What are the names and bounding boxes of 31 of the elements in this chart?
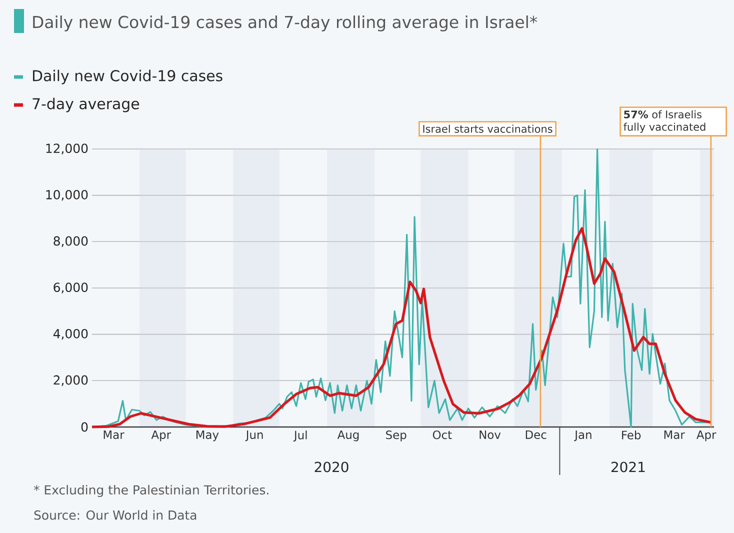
x-tick-label: Apr	[696, 430, 716, 442]
line-series	[90, 227, 712, 428]
y-tick-label: 4,000	[53, 328, 88, 340]
x-tick-label: Mar	[104, 430, 124, 440]
x-tick-label: Jun	[245, 430, 263, 442]
ref-line-label: 57% of Israelis fully vaccinated	[624, 110, 706, 133]
x-tick-label: Aug	[337, 430, 359, 442]
y-tick-label: 2,000	[54, 375, 88, 386]
x-tick-label: Mar	[664, 430, 685, 440]
text: 2021	[611, 462, 645, 472]
y-tick-label: 10,000	[46, 190, 88, 201]
legend-label: Daily new Covid-19 cases	[32, 70, 222, 84]
y-tick-label: 6,000	[54, 282, 88, 294]
x-tick-label: May	[196, 430, 219, 442]
chart-title: Daily new Covid-19 cases and 7-day rolling average in Israel*	[33, 16, 538, 32]
y-tick-label: 12,000	[46, 144, 88, 154]
text: 2020	[314, 462, 348, 472]
x-tick-label: Feb	[622, 430, 641, 440]
legend-label: 7-day average	[32, 98, 140, 112]
y-tick-label: 8,000	[54, 236, 88, 247]
x-tick-label: Jul	[293, 430, 307, 442]
x-tick-label: Apr	[151, 430, 172, 442]
x-tick-label: Sep	[386, 430, 406, 442]
x-tick-label: Dec	[526, 430, 546, 440]
y-tick-label: 0	[81, 422, 88, 432]
source-note: Source: Our World in Data	[34, 510, 196, 520]
ref-line-label: Israel starts vaccinations	[423, 124, 552, 133]
x-tick-label: Jan	[574, 430, 592, 442]
x-tick-label: Oct	[432, 430, 452, 440]
x-tick-label: Nov	[480, 430, 501, 440]
text: * Excluding the Palestinian Territories.	[34, 484, 268, 498]
